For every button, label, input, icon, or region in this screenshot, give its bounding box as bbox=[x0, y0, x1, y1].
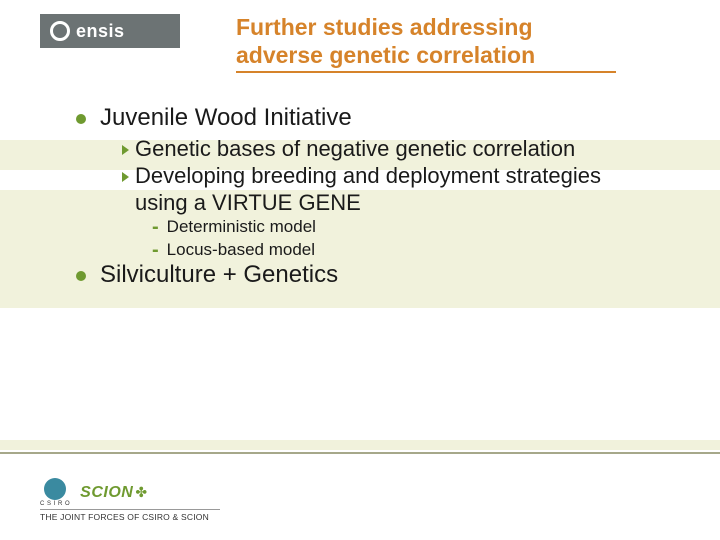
bullet-text: Locus-based model bbox=[167, 239, 315, 261]
logo-mark-icon bbox=[50, 21, 70, 41]
bullet-triangle-icon bbox=[122, 172, 129, 182]
bullet-text: Silviculture + Genetics bbox=[100, 261, 338, 289]
csiro-label: C S I R O bbox=[40, 501, 70, 507]
csiro-logo: C S I R O bbox=[40, 478, 70, 507]
bullet-lvl2: Developing breeding and deployment strat… bbox=[122, 163, 646, 217]
bullet-triangle-icon bbox=[122, 145, 129, 155]
slide-title-block: Further studies addressing adverse genet… bbox=[236, 14, 616, 73]
clover-icon: ✤ bbox=[135, 484, 147, 500]
bullet-dash-icon: - bbox=[152, 216, 159, 238]
bottom-decoration bbox=[0, 440, 720, 456]
bullet-dash-icon: - bbox=[152, 239, 159, 261]
logo-text: ensis bbox=[76, 21, 125, 42]
footer-rule bbox=[40, 509, 220, 510]
bullet-lvl2: Genetic bases of negative genetic correl… bbox=[122, 136, 646, 163]
logo: ensis bbox=[40, 14, 180, 48]
csiro-circle-icon bbox=[44, 478, 66, 500]
scion-logo: SCION✤ bbox=[80, 484, 147, 502]
bottom-band bbox=[0, 440, 720, 450]
bullet-text: Deterministic model bbox=[167, 216, 316, 238]
footer: C S I R O SCION✤ THE JOINT FORCES OF CSI… bbox=[40, 478, 220, 522]
bullet-lvl1: Silviculture + Genetics bbox=[76, 261, 646, 289]
footer-caption: THE JOINT FORCES OF CSIRO & SCION bbox=[40, 512, 220, 522]
bullet-text: Developing breeding and deployment strat… bbox=[135, 163, 646, 217]
scion-label: SCION bbox=[80, 484, 133, 501]
bullet-text: Genetic bases of negative genetic correl… bbox=[135, 136, 575, 163]
bullet-lvl3: - Locus-based model bbox=[152, 239, 646, 261]
slide-title: Further studies addressing adverse genet… bbox=[236, 14, 616, 73]
bullet-text: Juvenile Wood Initiative bbox=[100, 104, 352, 132]
bullet-lvl1: Juvenile Wood Initiative bbox=[76, 104, 646, 132]
content-area: Juvenile Wood Initiative Genetic bases o… bbox=[76, 104, 646, 293]
bullet-dot-icon bbox=[76, 114, 86, 124]
bottom-line bbox=[0, 452, 720, 454]
bullet-lvl3: - Deterministic model bbox=[152, 216, 646, 238]
bullet-dot-icon bbox=[76, 271, 86, 281]
footer-logos: C S I R O SCION✤ bbox=[40, 478, 220, 507]
